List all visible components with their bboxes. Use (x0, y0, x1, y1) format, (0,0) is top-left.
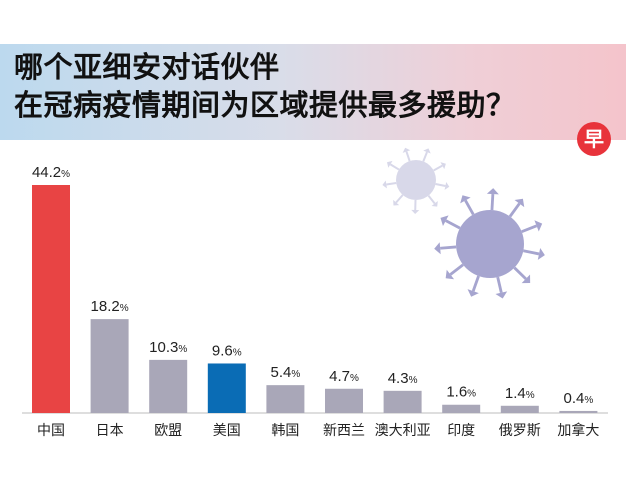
category-label-4: 韩国 (271, 423, 299, 439)
category-labels-group: 中国 日本 欧盟 美国 韩国 新西兰 澳大利亚 印度 俄罗斯 加拿大 (37, 422, 599, 439)
bar-3 (207, 363, 246, 413)
virus-large-icon (434, 188, 545, 299)
value-unit-1: % (120, 303, 129, 314)
bars-group (32, 185, 598, 413)
value-label-7: 1.6% (446, 384, 476, 401)
value-unit-9: % (584, 395, 593, 406)
value-number-0: 44.2 (32, 164, 61, 181)
page-title: 哪个亚细安对话伙伴 在冠病疫情期间为区域提供最多援助？ (14, 48, 516, 124)
value-unit-4: % (291, 369, 300, 380)
bar-6 (383, 390, 422, 413)
value-label-4: 5.4% (271, 364, 301, 381)
bar-0 (32, 185, 70, 413)
value-label-0: 44.2% (32, 164, 70, 181)
value-label-1: 18.2% (91, 298, 129, 315)
category-label-5: 新西兰 (323, 423, 365, 439)
bar-8 (500, 405, 539, 413)
bar-2 (149, 359, 188, 413)
value-number-6: 4.3 (388, 370, 409, 387)
value-number-9: 0.4 (564, 390, 585, 407)
value-unit-5: % (350, 373, 359, 384)
category-label-6: 澳大利亚 (375, 423, 431, 439)
title-line-1: 哪个亚细安对话伙伴 (14, 50, 280, 84)
value-label-5: 4.7% (329, 368, 359, 385)
value-label-6: 4.3% (388, 370, 418, 387)
bar-5 (325, 388, 363, 413)
category-label-1: 日本 (96, 423, 124, 439)
value-unit-7: % (467, 389, 476, 400)
value-number-7: 1.6 (446, 384, 467, 401)
category-label-9: 加拿大 (557, 422, 599, 439)
bar-7 (442, 404, 481, 413)
value-unit-8: % (526, 390, 535, 401)
category-label-3: 美国 (213, 423, 241, 439)
value-unit-3: % (233, 347, 242, 358)
value-number-5: 4.7 (329, 368, 350, 385)
category-label-8: 俄罗斯 (499, 423, 541, 439)
zaobao-logo-icon: 早 (577, 122, 611, 156)
value-label-9: 0.4% (564, 390, 594, 407)
value-label-3: 9.6% (212, 342, 242, 359)
bar-4 (266, 385, 305, 413)
value-number-8: 1.4 (505, 385, 526, 402)
bar-9 (559, 410, 598, 413)
value-unit-6: % (409, 375, 418, 386)
logo-text: 早 (584, 127, 604, 151)
virus-small-icon (382, 147, 450, 214)
value-number-4: 5.4 (271, 364, 292, 381)
title-banner (0, 44, 626, 140)
value-labels-group: 44.2%18.2%10.3% 9.6%5.4% 4.7% 4.3%1.6% 1.4% 0… (32, 164, 593, 407)
value-number-3: 9.6 (212, 342, 233, 359)
value-number-1: 18.2 (91, 298, 120, 315)
value-unit-0: % (61, 169, 70, 180)
category-label-0: 中国 (37, 423, 65, 439)
bar-1 (90, 319, 129, 413)
value-number-2: 10.3 (149, 339, 178, 356)
value-unit-2: % (178, 344, 187, 355)
value-label-2: 10.3% (149, 339, 187, 356)
title-line-2: 在冠病疫情期间为区域提供最多援助？ (14, 88, 516, 122)
category-label-7: 印度 (447, 423, 475, 439)
category-label-2: 欧盟 (154, 423, 182, 439)
value-label-8: 1.4% (505, 385, 535, 402)
